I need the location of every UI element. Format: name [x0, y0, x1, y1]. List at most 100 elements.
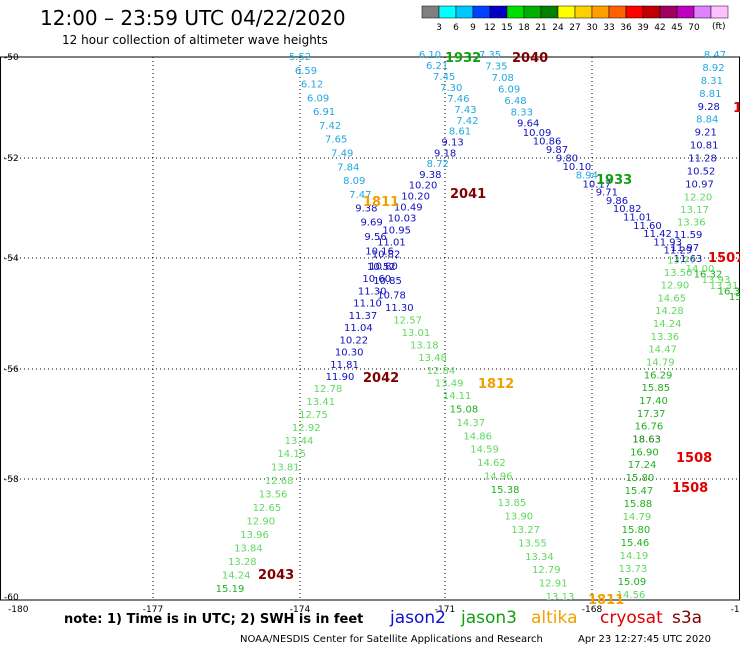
pass-time-label: 1508 [672, 481, 708, 496]
wave-value-track-c: 11.60 [633, 221, 662, 232]
wave-value-track-a: 13.48 [418, 353, 447, 364]
wave-value-track-b: 7.43 [454, 105, 476, 116]
x-tick-label: -180 [8, 605, 29, 615]
wave-value-track-d: 10.97 [685, 179, 714, 190]
wave-value-track-a: 8.09 [343, 176, 365, 187]
colorbar-swatch [625, 5, 644, 19]
wave-value-track-d: 11.59 [674, 230, 703, 241]
wave-value-track-f: 13.93 [702, 275, 731, 286]
colorbar-swatch [591, 5, 610, 19]
wave-value-track-a: 7.47 [349, 190, 371, 201]
wave-value-track-d: 14.56 [617, 590, 646, 601]
colorbar-swatch [710, 5, 729, 19]
pass-time-label: 1 [733, 101, 740, 116]
wave-value-track-a: 9.69 [360, 218, 382, 229]
wave-value-track-e: 12.78 [314, 384, 343, 395]
colorbar-swatch [659, 5, 678, 19]
wave-value-track-b: 10.03 [388, 214, 417, 225]
wave-value-track-a: 7.84 [337, 162, 359, 173]
wave-value-track-a: 6.09 [307, 93, 329, 104]
wave-value-track-a: 14.37 [456, 418, 485, 429]
y-tick-label: -60 [4, 593, 19, 603]
wave-value-track-b: 6.21 [426, 61, 448, 72]
legend-s3a: s3a [672, 608, 703, 628]
wave-value-track-a: 10.16 [365, 247, 394, 258]
colorbar-tick: 45 [671, 23, 682, 33]
wave-value-track-c: 9.86 [606, 196, 628, 207]
wave-value-track-c: 7.35 [479, 50, 501, 61]
wave-value-track-d: 15.88 [624, 499, 653, 510]
pass-time-label: 1812 [478, 377, 514, 392]
wave-value-track-d: 8.92 [702, 63, 724, 74]
wave-value-track-e: 12.68 [265, 476, 294, 487]
wave-value-track-b: 11.01 [377, 238, 406, 249]
wave-value-track-d: 12.90 [661, 281, 690, 292]
wave-value-track-d: 13.36 [651, 332, 680, 343]
wave-value-track-a: 14.59 [470, 445, 499, 456]
colorbar-tick: 70 [688, 23, 700, 33]
wave-value-track-a: 6.59 [295, 66, 317, 77]
wave-value-track-e: 12.65 [253, 503, 282, 514]
wave-value-track-a: 13.27 [511, 525, 540, 536]
wave-value-track-c: 9.64 [517, 119, 539, 130]
wave-value-track-b: 10.30 [335, 348, 364, 359]
colorbar-tick: 6 [453, 23, 459, 33]
y-tick-label: -58 [4, 475, 19, 485]
wave-value-track-c: 6.09 [498, 84, 520, 95]
wave-value-track-d: 10.81 [690, 141, 719, 152]
legend-cryosat: cryosat [600, 608, 663, 628]
wave-value-track-e: 13.96 [240, 530, 269, 541]
colorbar-tick: 21 [535, 23, 546, 33]
wave-value-track-c: 11.29 [664, 246, 693, 257]
wave-value-track-a: 6.91 [313, 107, 335, 118]
wave-value-track-a: 13.01 [402, 328, 431, 339]
wave-value-track-b: 11.90 [326, 372, 355, 383]
wave-value-track-a: 15.38 [491, 485, 520, 496]
pass-time-label: 2042 [363, 371, 399, 386]
wave-value-track-d: 17.24 [628, 460, 657, 471]
pass-time-label: 2040 [512, 51, 548, 66]
wave-value-track-c: 10.10 [563, 162, 592, 173]
wave-value-track-d: 14.47 [648, 345, 677, 356]
wave-value-track-d: 15.47 [625, 486, 654, 497]
x-tick-label: -171 [435, 605, 455, 615]
wave-value-track-b: 10.95 [382, 226, 411, 237]
wave-value-track-a: 10.85 [373, 276, 402, 287]
wave-value-track-a: 9.56 [364, 232, 386, 243]
colorbar-swatch [557, 5, 576, 19]
wave-value-track-b: 10.82 [372, 250, 401, 261]
wave-value-track-e: 13.44 [285, 436, 314, 447]
colorbar-swatch [506, 5, 525, 19]
wave-value-track-d: 9.21 [695, 128, 717, 139]
wave-value-track-d: 15.46 [621, 538, 650, 549]
wave-value-track-a: 12.79 [532, 565, 561, 576]
wave-value-track-e: 12.92 [292, 423, 321, 434]
wave-value-track-d: 15.80 [626, 473, 655, 484]
wave-value-track-a: 7.65 [325, 135, 347, 146]
legend-jason3: jason3 [461, 608, 517, 628]
wave-value-track-d: 14.65 [657, 293, 686, 304]
pass-time-label: 1933 [596, 173, 632, 188]
wave-value-track-c: 10.09 [523, 128, 552, 139]
wave-value-track-b: 9.13 [441, 137, 463, 148]
colorbar-unit: (ft) [712, 22, 726, 32]
wave-value-track-d: 13.73 [619, 564, 648, 575]
wave-value-track-c: 7.35 [485, 61, 507, 72]
colorbar-tick: 33 [603, 23, 614, 33]
wave-value-track-e: 12.90 [246, 516, 275, 527]
wave-value-track-b: 11.30 [358, 286, 387, 297]
colorbar-swatch [574, 5, 593, 19]
wave-value-track-a: 12.91 [539, 579, 568, 590]
wave-value-track-a: 15.08 [450, 404, 479, 415]
footer-credit: NOAA/NESDIS Center for Satellite Applica… [240, 634, 543, 645]
wave-value-track-d: 8.31 [701, 76, 723, 87]
wave-value-track-a: 13.13 [546, 592, 575, 603]
wave-value-track-a: 14.86 [463, 431, 492, 442]
wave-value-track-d: 13.17 [680, 205, 709, 216]
wave-value-track-a: 13.34 [525, 552, 554, 563]
wave-value-track-b: 10.49 [394, 202, 423, 213]
wave-value-track-e: 14.24 [222, 570, 251, 581]
wave-value-track-a: 11.30 [385, 303, 414, 314]
wave-value-track-d: 14.79 [623, 512, 652, 523]
wave-value-track-c: 11.63 [674, 254, 703, 265]
